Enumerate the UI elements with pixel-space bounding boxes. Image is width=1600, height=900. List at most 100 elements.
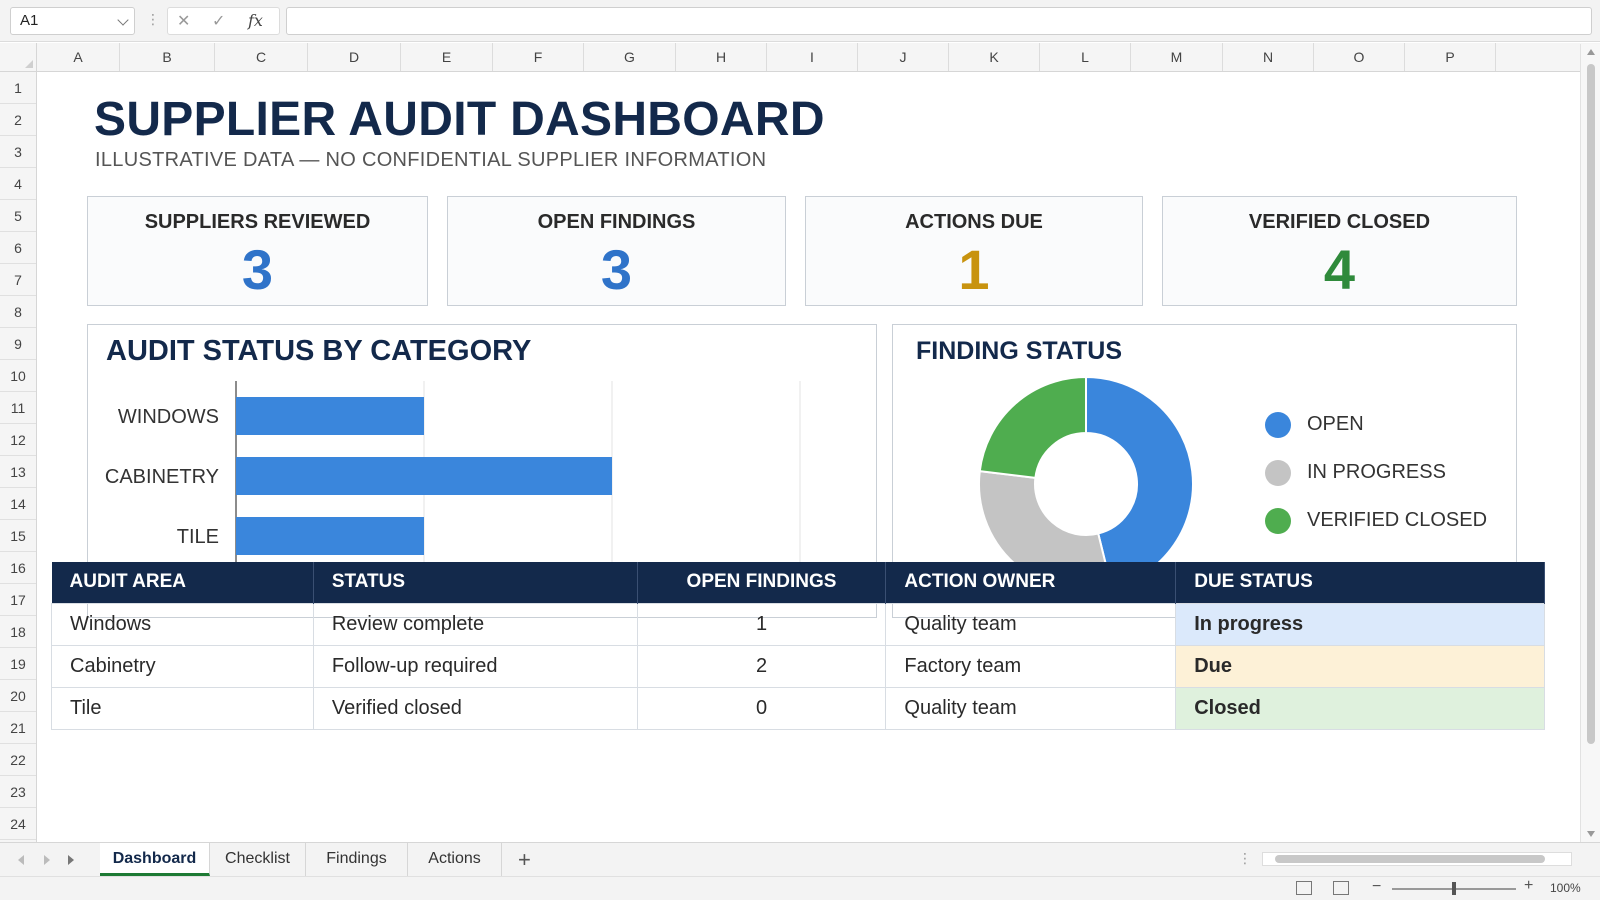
cell-action-owner[interactable]: Quality team xyxy=(885,602,1177,646)
row-header-5[interactable]: 5 xyxy=(0,200,36,232)
cell-open-findings[interactable]: 1 xyxy=(636,602,887,646)
row-header-16[interactable]: 16 xyxy=(0,552,36,584)
row-header-23[interactable]: 23 xyxy=(0,776,36,808)
column-header-f[interactable]: F xyxy=(493,43,584,71)
header-status[interactable]: STATUS xyxy=(313,562,638,603)
row-header-1[interactable]: 1 xyxy=(0,72,36,104)
row-header-9[interactable]: 9 xyxy=(0,328,36,360)
column-header-c[interactable]: C xyxy=(215,43,308,71)
page-layout-icon[interactable] xyxy=(1333,881,1349,895)
row-header-6[interactable]: 6 xyxy=(0,232,36,264)
column-header-k[interactable]: K xyxy=(949,43,1040,71)
column-header-m[interactable]: M xyxy=(1131,43,1223,71)
cell-due-status[interactable]: In progress xyxy=(1175,602,1545,646)
row-header-17[interactable]: 17 xyxy=(0,584,36,616)
cell-action-owner[interactable]: Factory team xyxy=(885,644,1177,688)
row-header-18[interactable]: 18 xyxy=(0,616,36,648)
row-header-4[interactable]: 4 xyxy=(0,168,36,200)
header-open-findings[interactable]: OPEN FINDINGS xyxy=(637,562,887,603)
more-vertical-icon[interactable]: ⋮ xyxy=(1238,850,1252,866)
column-header-j[interactable]: J xyxy=(858,43,949,71)
cell-due-status[interactable]: Due xyxy=(1175,644,1545,688)
zoom-in-icon[interactable]: + xyxy=(1524,877,1534,894)
row-header: 1 2 3 4 5 6 7 8 9 10 11 12 13 14 15 16 17 18 19 20 21 22 23 24 xyxy=(0,72,37,842)
name-box[interactable]: A1 xyxy=(10,7,135,35)
cell-status[interactable]: Verified closed xyxy=(312,686,638,730)
table-row: Tile Verified closed 0 Quality team Clos… xyxy=(51,686,1545,730)
vertical-scrollbar[interactable] xyxy=(1580,44,1600,842)
tab-checklist[interactable]: Checklist xyxy=(210,843,306,876)
function-icon[interactable]: fx xyxy=(248,11,263,30)
row-header-11[interactable]: 11 xyxy=(0,392,36,424)
column-header-p[interactable]: P xyxy=(1405,43,1496,71)
formula-input[interactable] xyxy=(286,7,1592,35)
cell-action-owner[interactable]: Quality team xyxy=(885,686,1177,730)
cell-status[interactable]: Follow-up required xyxy=(312,644,638,688)
scroll-thumb[interactable] xyxy=(1587,64,1595,744)
bar-tile xyxy=(236,517,424,555)
cell-open-findings[interactable]: 0 xyxy=(636,686,887,730)
chart-title: FINDING STATUS xyxy=(916,337,1123,365)
donut-chart-svg xyxy=(978,375,1194,592)
column-header-e[interactable]: E xyxy=(401,43,493,71)
header-audit-area[interactable]: AUDIT AREA xyxy=(51,562,314,603)
row-header-14[interactable]: 14 xyxy=(0,488,36,520)
horizontal-scrollbar[interactable] xyxy=(1262,852,1572,866)
column-header-o[interactable]: O xyxy=(1314,43,1405,71)
more-vertical-icon[interactable]: ⋮ xyxy=(146,11,160,27)
cell-due-status[interactable]: Closed xyxy=(1175,686,1545,730)
add-sheet-button[interactable]: + xyxy=(518,847,531,872)
tab-findings[interactable]: Findings xyxy=(306,843,408,876)
zoom-slider-knob[interactable] xyxy=(1452,882,1456,895)
check-icon[interactable]: ✓ xyxy=(212,13,226,30)
cell-audit-area[interactable]: Cabinetry xyxy=(51,644,314,688)
row-header-3[interactable]: 3 xyxy=(0,136,36,168)
row-header-7[interactable]: 7 xyxy=(0,264,36,296)
column-header-l[interactable]: L xyxy=(1040,43,1131,71)
row-header-13[interactable]: 13 xyxy=(0,456,36,488)
row-header-24[interactable]: 24 xyxy=(0,808,36,840)
chevron-down-icon[interactable] xyxy=(117,14,129,26)
row-header-20[interactable]: 20 xyxy=(0,680,36,712)
scroll-up-icon[interactable] xyxy=(1587,49,1595,55)
column-header-d[interactable]: D xyxy=(308,43,401,71)
next-sheet-icon[interactable] xyxy=(44,855,50,865)
column-header-n[interactable]: N xyxy=(1223,43,1314,71)
column-header-i[interactable]: I xyxy=(767,43,858,71)
zoom-level[interactable]: 100% xyxy=(1550,881,1581,895)
legend-swatch xyxy=(1265,460,1291,486)
row-header-22[interactable]: 22 xyxy=(0,744,36,776)
row-header-21[interactable]: 21 xyxy=(0,712,36,744)
scroll-thumb[interactable] xyxy=(1275,855,1545,863)
row-header-12[interactable]: 12 xyxy=(0,424,36,456)
column-header-g[interactable]: G xyxy=(584,43,676,71)
row-header-2[interactable]: 2 xyxy=(0,104,36,136)
tab-actions[interactable]: Actions xyxy=(408,843,502,876)
cell-open-findings[interactable]: 2 xyxy=(636,644,887,688)
cell-audit-area[interactable]: Windows xyxy=(51,602,314,646)
first-sheet-icon[interactable] xyxy=(18,855,24,865)
tab-dashboard[interactable]: Dashboard xyxy=(100,843,210,876)
select-all-corner[interactable] xyxy=(0,43,37,71)
scroll-down-icon[interactable] xyxy=(1587,831,1595,837)
header-action-owner[interactable]: ACTION OWNER xyxy=(885,562,1177,603)
last-sheet-icon[interactable] xyxy=(68,855,74,865)
kpi-label: OPEN FINDINGS xyxy=(537,211,696,233)
column-header-b[interactable]: B xyxy=(120,43,215,71)
cell-status[interactable]: Review complete xyxy=(312,602,638,646)
row-header-10[interactable]: 10 xyxy=(0,360,36,392)
kpi-card-verified-closed: VERIFIED CLOSED 4 xyxy=(1162,196,1517,306)
row-header-19[interactable]: 19 xyxy=(0,648,36,680)
normal-view-icon[interactable] xyxy=(1296,881,1312,895)
row-header-15[interactable]: 15 xyxy=(0,520,36,552)
header-due-status[interactable]: DUE STATUS xyxy=(1175,562,1545,603)
legend-label: OPEN xyxy=(1307,413,1364,435)
column-header-h[interactable]: H xyxy=(676,43,767,71)
zoom-out-icon[interactable]: − xyxy=(1372,878,1382,895)
row-header-8[interactable]: 8 xyxy=(0,296,36,328)
cell-audit-area[interactable]: Tile xyxy=(51,686,314,730)
category-label: CABINETRY xyxy=(105,466,219,488)
column-header-a[interactable]: A xyxy=(37,43,120,71)
dashboard-title: SUPPLIER AUDIT DASHBOARD xyxy=(94,93,825,146)
cancel-icon[interactable]: ✕ xyxy=(177,13,191,30)
